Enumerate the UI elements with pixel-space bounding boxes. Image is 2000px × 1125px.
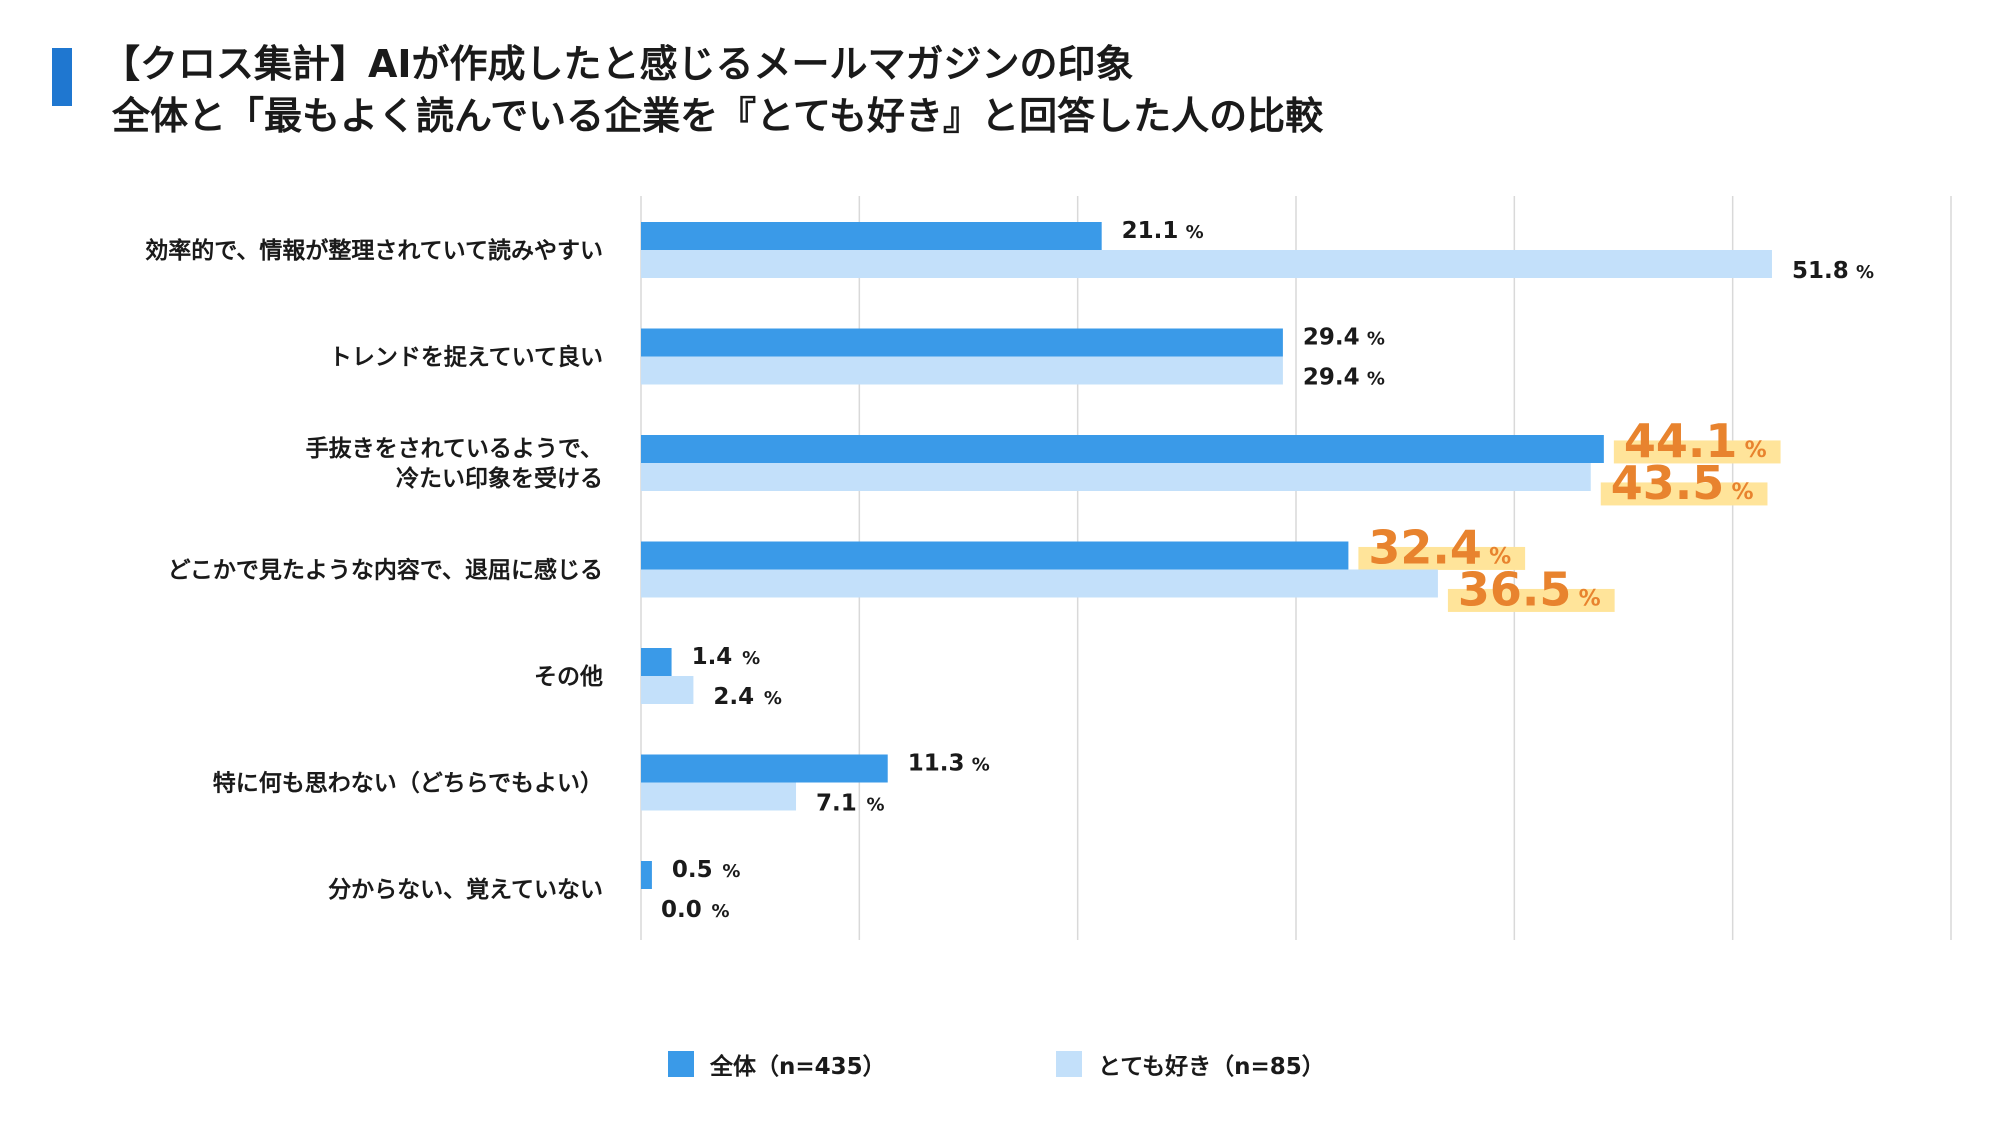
data-label: 29.4 — [1303, 365, 1360, 391]
data-label: 1.4 — [692, 644, 733, 670]
data-label: 7.1 — [816, 791, 857, 817]
data-label: 11.3 — [908, 751, 965, 777]
category-label: どこかで見たような内容で、退屈に感じる — [168, 557, 603, 584]
data-label-unit: % — [1856, 262, 1874, 283]
data-label: 32.4 — [1368, 521, 1482, 575]
data-label-unit: % — [1745, 438, 1767, 463]
data-label-unit: % — [1579, 587, 1601, 612]
data-label: 36.5 — [1458, 563, 1572, 617]
legend-item-series1: 全体（n=435） — [668, 1047, 886, 1081]
data-label-unit: % — [712, 901, 730, 922]
bar-series1 — [641, 754, 888, 783]
bar-series2 — [641, 250, 1772, 278]
highlight-marker — [1358, 546, 1526, 570]
bar-series2 — [641, 569, 1438, 598]
legend-label-series2: とても好き（n=85） — [1098, 1054, 1325, 1080]
data-label-unit: % — [867, 795, 885, 816]
legend-swatch-series2 — [1056, 1051, 1082, 1077]
category-label: 手抜きをされているようで、冷たい印象を受ける — [306, 435, 603, 492]
bar-series1 — [641, 541, 1349, 570]
data-label-unit: % — [1489, 545, 1511, 570]
data-label-unit: % — [1186, 222, 1204, 243]
bar-series2 — [641, 356, 1283, 385]
legend-item-series2: とても好き（n=85） — [1056, 1047, 1325, 1081]
bar-series1 — [641, 861, 652, 889]
highlight-marker — [1613, 440, 1781, 464]
bar-series1 — [641, 648, 672, 676]
data-label-unit: % — [972, 755, 990, 776]
bar-series2 — [641, 463, 1591, 491]
data-label: 2.4 — [713, 684, 754, 710]
category-label: その他 — [534, 664, 603, 690]
data-label: 0.0 — [661, 897, 702, 923]
bar-series1 — [641, 435, 1604, 463]
chart-title: 【クロス集計】AIが作成したと感じるメールマガジンの印象 全体と「最もよく読んで… — [102, 38, 1324, 142]
bar-series2 — [641, 676, 694, 704]
legend-swatch-series1 — [668, 1051, 694, 1077]
category-label: トレンドを捉えていて良い — [329, 344, 603, 371]
category-label: 分からない、覚えていない — [328, 877, 603, 903]
data-label: 21.1 — [1122, 218, 1179, 244]
data-label: 51.8 — [1792, 258, 1849, 284]
bar-series1 — [641, 328, 1283, 357]
chart-title-line1: 【クロス集計】AIが作成したと感じるメールマガジンの印象 — [102, 42, 1134, 86]
data-label-unit: % — [1367, 369, 1385, 390]
data-label: 29.4 — [1303, 325, 1360, 351]
title-accent-bar — [52, 48, 72, 106]
data-label: 44.1 — [1624, 414, 1738, 468]
highlight-marker — [1447, 588, 1615, 612]
data-label-unit: % — [1731, 480, 1753, 505]
data-label: 0.5 — [672, 857, 713, 883]
legend-label-series1: 全体（n=435） — [710, 1054, 886, 1080]
data-label-unit: % — [722, 861, 740, 882]
chart-title-line2: 全体と「最もよく読んでいる企業を『とても好き』と回答した人の比較 — [112, 94, 1324, 138]
data-label-unit: % — [1367, 329, 1385, 350]
data-label: 43.5 — [1611, 456, 1725, 510]
bar-series2 — [641, 782, 797, 811]
data-label-unit: % — [742, 648, 760, 669]
category-label: 特に何も思わない（どちらでもよい） — [213, 770, 603, 797]
highlight-marker — [1600, 482, 1768, 506]
category-label: 効率的で、情報が整理されていて読みやすい — [145, 237, 603, 264]
bar-series1 — [641, 222, 1102, 250]
data-label-unit: % — [764, 688, 782, 709]
